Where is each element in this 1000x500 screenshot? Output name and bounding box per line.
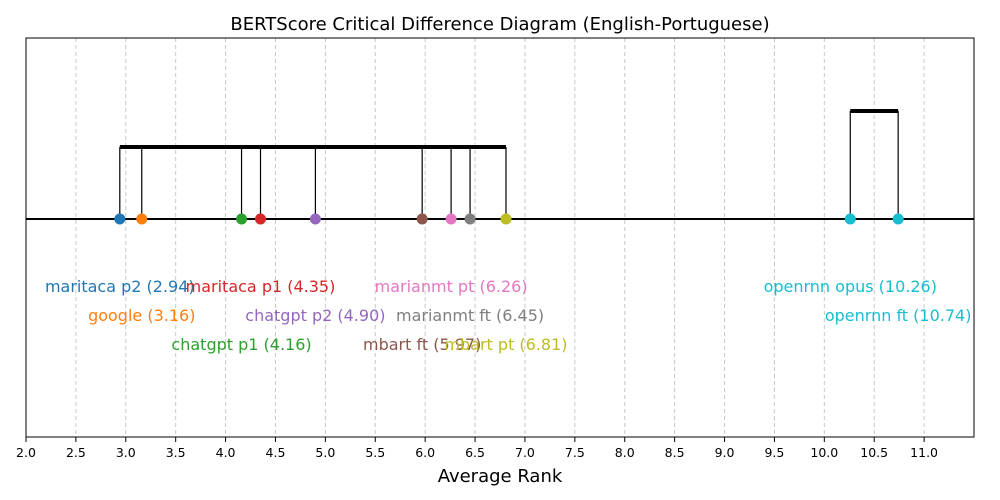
x-tick-label: 6.0 [415, 445, 435, 460]
x-tick-label: 8.5 [665, 445, 685, 460]
model-label: mbart ft (5.97) [363, 335, 481, 354]
x-tick-label: 4.0 [216, 445, 236, 460]
model-label: marianmt pt (6.26) [375, 277, 528, 296]
plot-frame [25, 37, 975, 438]
x-tick-label: 6.5 [465, 445, 485, 460]
model-label: maritaca p2 (2.94) [45, 277, 195, 296]
x-tick-label: 11.0 [910, 445, 938, 460]
model-label: openrnn opus (10.26) [764, 277, 937, 296]
x-tick-label: 3.0 [116, 445, 136, 460]
x-tick-label: 7.0 [515, 445, 535, 460]
grid [25, 38, 925, 437]
model-label: chatgpt p1 (4.16) [171, 335, 311, 354]
model-marker [500, 213, 512, 225]
model-marker [136, 213, 148, 225]
model-marker [464, 213, 476, 225]
markers [114, 213, 904, 225]
clique-bars [119, 109, 899, 219]
model-label: mbart pt (6.81) [444, 335, 567, 354]
x-tick-label: 4.5 [266, 445, 286, 460]
model-marker [309, 213, 321, 225]
model-label: maritaca p1 (4.35) [186, 277, 336, 296]
x-tick-label: 8.0 [615, 445, 635, 460]
model-label: marianmt ft (6.45) [396, 306, 544, 325]
x-tick-label: 10.5 [860, 445, 888, 460]
model-marker [892, 213, 904, 225]
x-tick-label: 5.0 [315, 445, 335, 460]
x-tick-label: 3.5 [166, 445, 186, 460]
model-marker [445, 213, 457, 225]
model-marker [844, 213, 856, 225]
model-marker [236, 213, 248, 225]
x-axis-label: Average Rank [438, 466, 563, 487]
model-label: chatgpt p2 (4.90) [245, 306, 385, 325]
chart-title: BERTScore Critical Difference Diagram (E… [230, 14, 769, 35]
x-ticks: 2.0 2.5 3.0 3.5 4.0 4.5 5.0 5.5 6.0 6.5 7.0 7.5 8.0 8… [16, 437, 938, 460]
model-label: google (3.16) [88, 306, 195, 325]
x-tick-label: 2.0 [16, 445, 36, 460]
x-tick-label: 10.0 [810, 445, 838, 460]
model-marker [114, 213, 126, 225]
model-marker [416, 213, 428, 225]
model-label: openrnn ft (10.74) [825, 306, 972, 325]
x-tick-label: 9.5 [764, 445, 784, 460]
model-labels: maritaca p2 (2.94) google (3.16) chatgpt p… [45, 277, 972, 354]
x-tick-label: 7.5 [565, 445, 585, 460]
x-tick-label: 2.5 [66, 445, 86, 460]
x-tick-label: 5.5 [365, 445, 385, 460]
x-tick-label: 9.0 [715, 445, 735, 460]
model-marker [255, 213, 267, 225]
